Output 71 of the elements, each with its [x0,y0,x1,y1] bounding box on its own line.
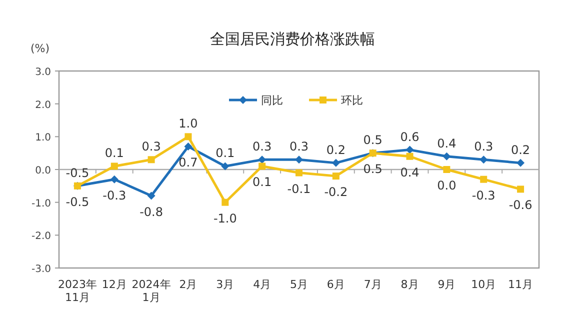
data-label: -0.2 [324,185,348,200]
y-tick-label: 2.0 [35,100,51,111]
data-label: -0.1 [287,182,311,196]
data-label: 0.2 [326,142,346,157]
data-label: 0.6 [400,130,420,144]
data-label: 0.4 [400,165,420,180]
data-label: -1.0 [213,211,237,226]
y-tick-label: -1.0 [31,198,51,210]
data-label: -0.5 [66,166,90,180]
data-label: 0.1 [216,146,235,160]
data-label: 0.5 [363,133,382,148]
y-tick-label: 1.0 [35,132,51,144]
point [442,152,451,160]
data-label: -0.3 [472,188,496,202]
point [406,146,414,154]
point [296,169,302,176]
point [222,198,229,206]
data-label: 0.3 [474,140,494,154]
point [517,186,524,193]
data-label: -0.8 [140,204,164,219]
x-tick-label: 5月 [290,278,308,291]
data-label: 0.3 [142,140,161,154]
legend-label: 同比 [261,94,283,107]
point [480,176,488,183]
y-tick-label: 0.0 [35,166,51,176]
y-tick-label: -3.0 [31,264,51,275]
point [148,156,155,164]
x-tick-label: 2023年 11月 [58,278,97,304]
x-tick-label: 10月 [471,278,496,291]
chart-title: 全国居民消费价格涨跌幅 [210,30,375,48]
data-label: 0.1 [252,175,272,190]
data-label: 0.7 [178,156,198,170]
x-tick-label: 4月 [253,278,272,291]
x-tick-label: 3月 [216,278,234,291]
x-tick-label: 8月 [400,278,419,291]
point [258,162,266,170]
data-label: 0.0 [437,178,456,192]
legend-label: 环比 [341,94,363,107]
point [332,158,340,167]
point [110,162,118,170]
point [480,156,488,164]
data-label: 0.3 [289,140,309,154]
point [184,142,192,151]
data-label: -0.6 [508,198,532,212]
point [184,133,192,140]
data-label: -0.5 [66,194,90,209]
x-tick-label: 9月 [438,278,456,291]
point [443,166,450,173]
point [332,172,340,180]
y-tick-label: -2.0 [31,231,51,242]
data-label: 1.0 [178,116,198,131]
point [406,152,414,160]
y-axis-title: (%) [30,42,50,55]
point [110,175,118,184]
data-label: 0.5 [363,162,382,176]
x-tick-label: 11月 [508,278,534,291]
y-tick-label: 3.0 [35,67,51,78]
x-tick-label: 12月 [102,278,127,291]
x-tick-label: 6月 [326,278,345,291]
data-label: -0.3 [102,188,126,202]
x-tick-label: 7月 [364,278,382,291]
data-label: 0.2 [510,142,530,157]
data-label: 0.3 [252,140,272,154]
point [147,192,156,200]
point [221,162,230,170]
x-tick-label: 2024年 1月 [132,278,171,304]
point [295,156,303,164]
point [516,158,525,167]
data-label: 0.4 [437,136,456,150]
x-tick-label: 2月 [179,278,198,291]
data-label: 0.1 [104,146,124,160]
